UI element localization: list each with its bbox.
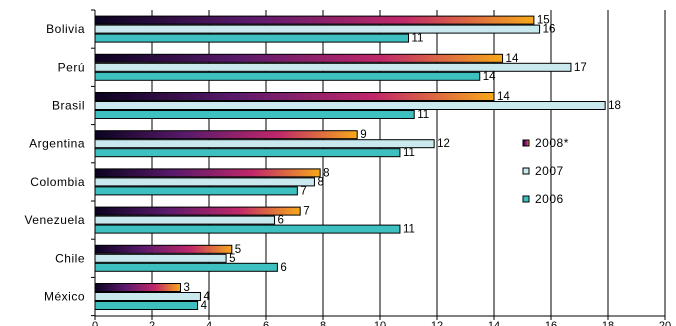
x-tick-label: 18 xyxy=(602,320,614,326)
category-label: Colombia xyxy=(30,175,85,189)
data-label: 4 xyxy=(201,300,208,312)
data-label: 11 xyxy=(417,109,429,121)
legend-label: 2006 xyxy=(535,192,564,206)
data-label: 5 xyxy=(235,244,241,256)
category-label: Chile xyxy=(55,251,85,265)
bar-2006-perú xyxy=(94,71,481,81)
data-label: 11 xyxy=(403,224,415,236)
bar-2007-bolivia xyxy=(94,24,541,34)
data-label: 14 xyxy=(506,53,519,65)
legend-swatch xyxy=(522,139,530,147)
bar-2006-venezuela xyxy=(94,224,401,234)
data-label: 17 xyxy=(574,62,587,74)
bar-2006-argentina xyxy=(94,148,401,158)
data-label: 7 xyxy=(303,206,309,218)
bar-2008-chile xyxy=(94,244,233,254)
category-label: Brasil xyxy=(52,99,85,113)
category-label: Argentina xyxy=(29,137,85,151)
bar-2008-venezuela xyxy=(94,206,301,216)
bar-2007-brasil xyxy=(94,101,606,110)
data-label: 9 xyxy=(360,129,366,141)
category-label: Perú xyxy=(58,60,85,74)
data-label: 4 xyxy=(203,291,210,303)
x-tick-label: 14 xyxy=(488,320,500,326)
bar-2006-colombia xyxy=(94,186,298,196)
legend-swatch xyxy=(522,167,530,175)
legend-swatch xyxy=(522,195,530,203)
category-label: Bolivia xyxy=(46,22,85,36)
bar-2007-perú xyxy=(94,62,572,72)
bar-2006-bolivia xyxy=(94,33,409,43)
category-label: Venezuela xyxy=(24,213,85,227)
data-label: 12 xyxy=(437,138,450,150)
bar-2008-bolivia xyxy=(94,15,535,25)
x-tick-label: 0 xyxy=(92,320,98,326)
data-label: 8 xyxy=(323,167,329,179)
bar-2008-colombia xyxy=(94,168,321,178)
x-tick-label: 16 xyxy=(545,320,557,326)
data-label: 8 xyxy=(317,176,323,188)
bar-2007-argentina xyxy=(94,139,435,149)
x-tick-label: 2 xyxy=(149,320,155,326)
data-label: 6 xyxy=(278,215,284,227)
x-tick-label: 10 xyxy=(374,320,386,326)
bar-2007-colombia xyxy=(94,177,315,187)
bar-2008-méxico xyxy=(94,283,181,292)
bar-2007-venezuela xyxy=(94,215,276,225)
legend-label: 2008* xyxy=(535,136,569,150)
data-label: 14 xyxy=(483,71,496,83)
bars xyxy=(94,15,606,310)
bar-2006-chile xyxy=(94,262,278,272)
data-label: 7 xyxy=(300,185,306,197)
bar-2007-chile xyxy=(94,253,227,263)
bar-2008-perú xyxy=(94,53,504,63)
x-tick-label: 6 xyxy=(263,320,269,326)
data-label: 11 xyxy=(412,33,424,45)
legend-label: 2007 xyxy=(535,164,564,178)
bar-2006-méxico xyxy=(94,301,199,310)
data-label: 6 xyxy=(280,262,286,274)
axes: 0 2 4 6 8 10 12 14 16 18 20 Bolivia Perú Brasil Argent… xyxy=(24,9,671,326)
data-label: 5 xyxy=(229,253,235,265)
data-label: 18 xyxy=(608,100,621,112)
bar-2006-brasil xyxy=(94,110,415,119)
x-tick-label: 20 xyxy=(659,320,671,326)
legend: 2008* 2007 2006 xyxy=(522,136,569,206)
data-label: 16 xyxy=(543,24,556,36)
x-tick-label: 8 xyxy=(320,320,326,326)
category-label: México xyxy=(44,290,85,304)
data-label: 3 xyxy=(184,282,190,294)
x-tick-label: 12 xyxy=(431,320,443,326)
data-label: 15 xyxy=(537,15,550,27)
data-label: 11 xyxy=(403,147,415,159)
data-label: 14 xyxy=(497,91,510,103)
bar-2008-brasil xyxy=(94,92,495,101)
x-tick-label: 4 xyxy=(206,320,212,326)
bar-2008-argentina xyxy=(94,130,358,140)
